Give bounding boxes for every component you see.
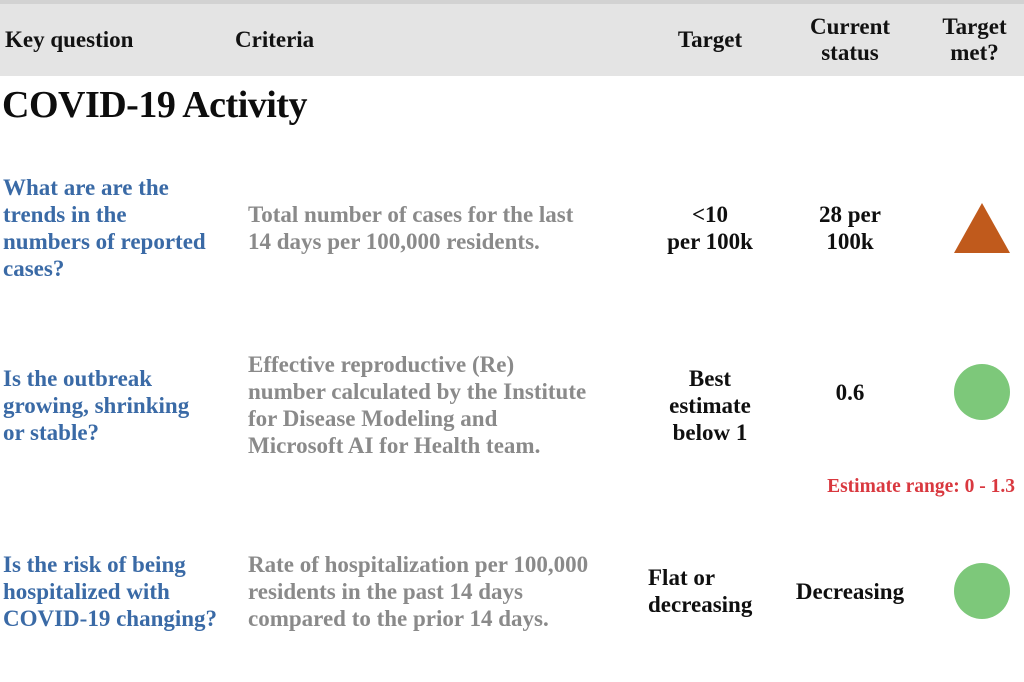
current-status-cell: 0.6 [835, 379, 865, 405]
header-target-met: Target met? [942, 14, 1007, 65]
target-not-met-triangle-icon [953, 202, 1010, 253]
target-met-circle-icon [953, 563, 1010, 619]
target-cell: Best estimate below 1 [669, 365, 751, 445]
criteria-cell: Total number of cases for the last 14 da… [248, 201, 574, 254]
target-cell: <10 per 100k [667, 201, 753, 254]
key-question-cell: Is the outbreak growing, shrinking or st… [3, 365, 190, 445]
key-question-cell: What are are the trends in the numbers o… [3, 174, 206, 281]
target-cell: Flat or decreasing [648, 565, 753, 617]
target-met-cell [932, 202, 1024, 253]
target-met-circle-icon [953, 364, 1010, 420]
header-target: Target [677, 27, 743, 52]
key-question-cell: Is the risk of being hospitalized with C… [3, 551, 218, 631]
header-current-status: Current status [809, 14, 891, 65]
table-row: Is the risk of being hospitalized with C… [0, 545, 1024, 637]
target-met-cell [932, 563, 1024, 619]
table-row: Is the outbreak growing, shrinking or st… [0, 345, 1024, 465]
header-criteria: Criteria [235, 27, 315, 52]
criteria-cell: Effective reproductive (Re) number calcu… [248, 352, 587, 458]
table-header-row: Key question Criteria Target Current sta… [0, 0, 1024, 76]
section-title: COVID-19 Activity [2, 84, 307, 126]
header-key-question: Key question [5, 27, 134, 52]
current-status-cell: Decreasing [795, 578, 905, 604]
target-met-cell [932, 364, 1024, 420]
current-status-cell: 28 per 100k [819, 201, 881, 254]
estimate-range-note: Estimate range: 0 - 1.3 [827, 476, 1015, 497]
criteria-cell: Rate of hospitalization per 100,000 resi… [248, 551, 589, 631]
table-row: What are are the trends in the numbers o… [0, 170, 1024, 285]
